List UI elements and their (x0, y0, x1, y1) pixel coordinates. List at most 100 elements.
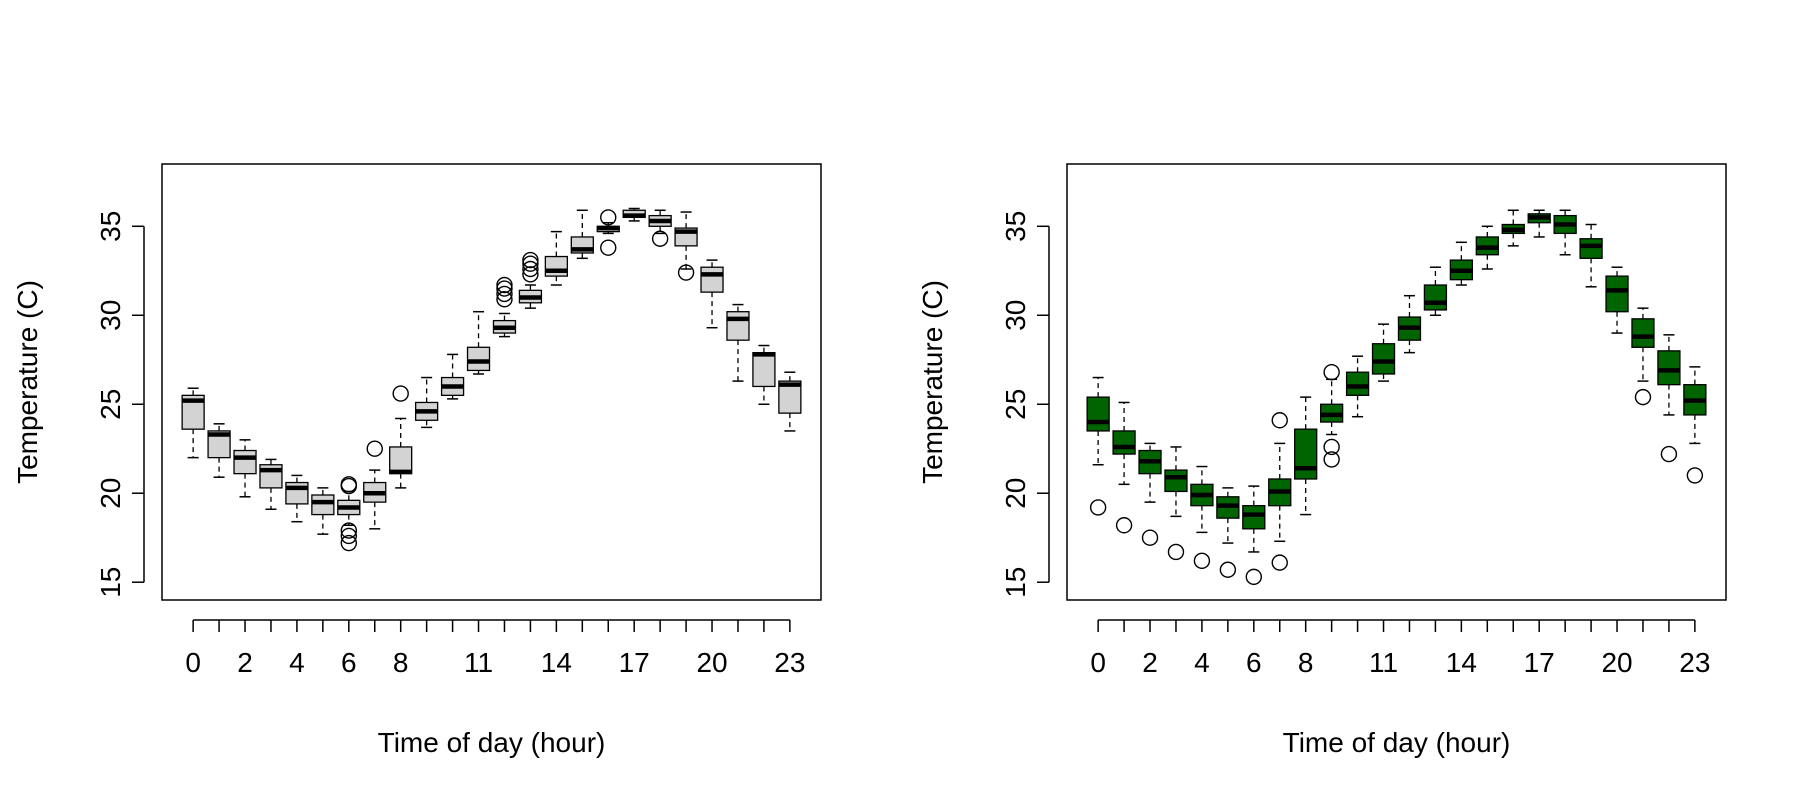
box-hour-20 (1605, 266, 1629, 334)
outlier-point (600, 239, 617, 256)
iqr-box (1112, 430, 1136, 455)
y-tick-label: 25 (1000, 389, 1031, 420)
box-hour-6 (1242, 485, 1266, 586)
box-hour-6 (337, 476, 361, 552)
x-tick-label: 11 (464, 647, 493, 678)
box-hour-4 (285, 474, 309, 523)
iqr-box (1631, 318, 1655, 348)
iqr-box (1294, 428, 1318, 480)
outlier-point (522, 255, 539, 272)
box-hour-2 (1138, 442, 1162, 546)
x-tick-label: 17 (619, 647, 650, 678)
box-hour-7 (363, 440, 387, 530)
iqr-box (752, 351, 776, 388)
box-hour-11 (466, 310, 491, 375)
iqr-box (544, 255, 569, 277)
x-tick-label: 6 (341, 647, 357, 678)
box-hour-18 (1553, 209, 1577, 256)
box-hour-14 (544, 230, 569, 286)
right-panel: 15 20 25 30 35 0 2 4 6 8 11 14 17 20 23 Time of day (ho… (917, 163, 1727, 758)
x-tick-label: 20 (696, 647, 727, 678)
x-tick-label: 8 (1298, 647, 1314, 678)
iqr-box (1605, 275, 1629, 313)
box-hour-16 (596, 209, 620, 256)
box-hour-22 (752, 344, 776, 405)
x-tick-label: 17 (1524, 647, 1555, 678)
x-tick-label: 4 (1194, 647, 1210, 678)
outlier-point (1141, 529, 1159, 546)
outlier-point (1089, 499, 1107, 516)
box-hour-21 (726, 303, 750, 382)
x-tick-label: 2 (1142, 647, 1158, 678)
y-axis-title: Temperature (C) (12, 280, 43, 484)
iqr-box (1242, 505, 1266, 530)
iqr-box (207, 430, 231, 459)
box-hour-12 (492, 276, 517, 338)
outlier-point (522, 266, 539, 283)
x-tick-label: 4 (289, 647, 305, 678)
y-tick-label: 30 (1000, 300, 1031, 331)
outlier-point (496, 276, 513, 294)
box-hour-14 (1449, 241, 1474, 286)
outlier-point (600, 209, 617, 226)
box-hour-19 (674, 211, 698, 281)
box-hour-0 (1086, 376, 1110, 516)
box-hour-7 (1268, 412, 1292, 571)
outlier-point (1167, 543, 1185, 561)
iqr-box (1345, 371, 1370, 396)
outlier-point (1323, 364, 1340, 381)
iqr-box (1164, 469, 1188, 493)
outlier-point (1686, 467, 1704, 484)
x-tick-label: 2 (237, 647, 253, 678)
box-hour-15 (1475, 225, 1499, 270)
outlier-point (1245, 568, 1263, 586)
iqr-box (181, 394, 205, 430)
iqr-box (726, 311, 750, 341)
outlier-point (522, 260, 539, 278)
box-hour-5 (311, 487, 335, 535)
x-tick-label: 14 (1446, 647, 1477, 678)
iqr-box (1371, 343, 1396, 375)
box-hour-12 (1397, 294, 1422, 354)
iqr-box (1657, 350, 1681, 386)
box-hour-10 (1345, 355, 1370, 418)
box-hour-1 (1112, 401, 1136, 534)
box-hour-18 (648, 209, 672, 247)
box-hour-21 (1631, 307, 1655, 406)
y-tick-label: 35 (1000, 211, 1031, 242)
x-tick-label: 6 (1246, 647, 1262, 678)
outlier-point (1115, 517, 1133, 534)
outlier-point (1219, 561, 1237, 578)
iqr-box (1423, 284, 1448, 311)
x-tick-label: 23 (1679, 647, 1710, 678)
outlier-point (496, 285, 513, 303)
outlier-point (1271, 554, 1288, 571)
box-hour-16 (1501, 209, 1525, 247)
y-tick-label: 15 (95, 567, 126, 598)
iqr-box (1579, 238, 1603, 259)
box-hour-8 (1294, 396, 1318, 516)
x-tick-label: 14 (541, 647, 572, 678)
outlier-point (1660, 445, 1678, 463)
outlier-point (496, 280, 513, 297)
x-tick-label: 11 (1369, 647, 1398, 678)
box-hour-23 (1683, 366, 1707, 484)
iqr-box (1086, 396, 1110, 432)
box-hour-8 (389, 385, 413, 489)
iqr-box (233, 449, 257, 475)
box-hour-0 (181, 387, 205, 459)
outlier-point (1193, 552, 1211, 570)
box-hour-11 (1371, 323, 1396, 382)
box-hour-2 (233, 439, 257, 498)
y-tick-label: 25 (95, 389, 126, 420)
outlier-point (496, 291, 513, 308)
box-hour-17 (1527, 209, 1551, 238)
box-hour-9 (414, 376, 439, 429)
outlier-point (366, 440, 383, 457)
iqr-box (466, 346, 491, 372)
outlier-point (1271, 412, 1288, 429)
outlier-point (651, 230, 669, 247)
outlier-point (1323, 438, 1340, 456)
outlier-point (340, 534, 358, 552)
